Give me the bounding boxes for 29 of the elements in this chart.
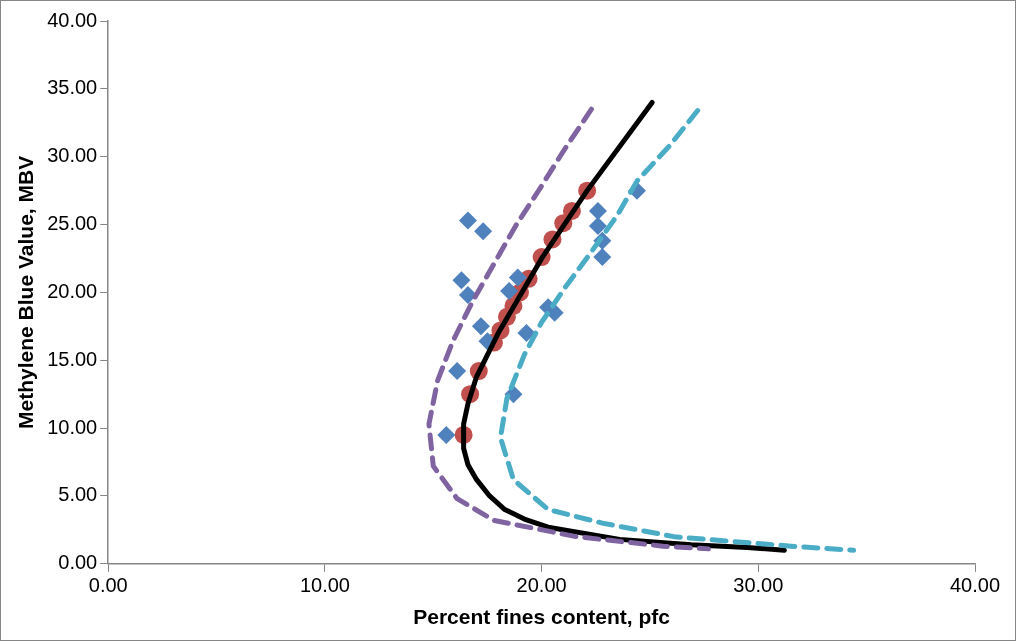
y-tick-label: 30.00 [47, 144, 98, 167]
x-tick-label: 30.00 [733, 574, 784, 597]
y-tick-label: 15.00 [47, 347, 98, 370]
point [593, 248, 612, 267]
point [458, 211, 477, 230]
x-tick-label: 10.00 [299, 574, 350, 597]
point [448, 362, 467, 381]
y-tick-label: 0.00 [58, 551, 98, 574]
y-axis-title: Methylene Blue Value, MBV [14, 155, 38, 429]
point [517, 324, 536, 343]
point [437, 425, 456, 444]
point [471, 317, 490, 336]
point [452, 271, 471, 290]
y-tick-label: 35.00 [47, 76, 98, 99]
y-tick-label: 5.00 [58, 483, 98, 506]
y-tick-label: 20.00 [47, 279, 98, 302]
y-tick-label: 25.00 [47, 212, 98, 235]
point [588, 201, 607, 220]
point [508, 268, 527, 287]
point [474, 222, 493, 241]
x-tick-label: 0.00 [88, 574, 128, 597]
x-axis-title: Percent fines content, pfc [413, 605, 671, 629]
point [458, 286, 477, 305]
point [588, 216, 607, 235]
point [500, 282, 519, 301]
y-tick-label: 40.00 [47, 8, 98, 31]
x-tick-label: 40.00 [949, 574, 1001, 597]
x-tick-label: 20.00 [516, 574, 567, 597]
y-tick-label: 10.00 [47, 415, 98, 438]
